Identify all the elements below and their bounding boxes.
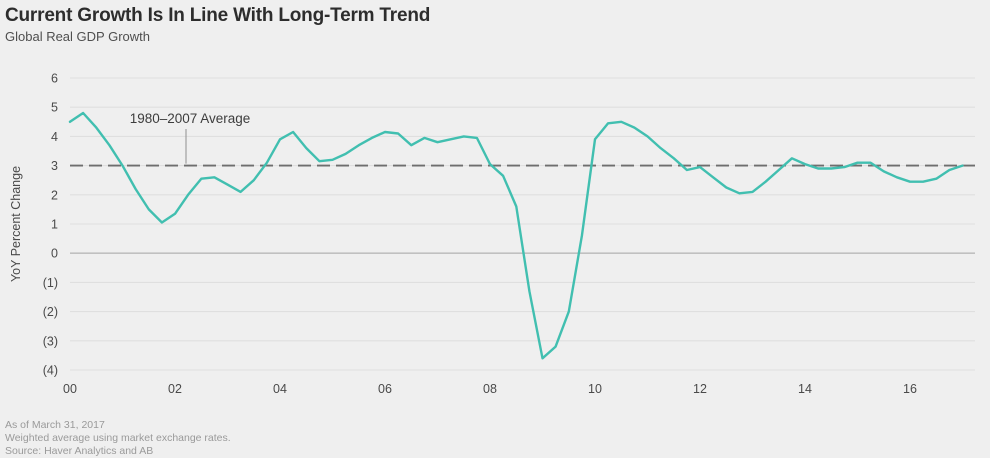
x-axis-tick-label: 12 <box>693 382 707 396</box>
x-axis-tick-label: 08 <box>483 382 497 396</box>
x-axis-tick-label: 02 <box>168 382 182 396</box>
y-axis-tick-label: 5 <box>51 101 58 115</box>
y-axis-tick-label: 1 <box>51 218 58 232</box>
gdp-growth-line <box>68 111 964 360</box>
y-axis-tick-label: 2 <box>51 188 58 202</box>
y-axis-tick-label: (3) <box>43 334 58 348</box>
x-axis-tick-label: 10 <box>588 382 602 396</box>
x-axis-tick-label: 00 <box>63 382 77 396</box>
y-axis-tick-label: (1) <box>43 276 58 290</box>
y-axis-tick-label: 4 <box>51 130 58 144</box>
y-axis-tick-label: 3 <box>51 159 58 173</box>
average-annotation-label: 1980–2007 Average <box>130 111 251 126</box>
x-axis-tick-label: 06 <box>378 382 392 396</box>
y-axis-title: YoY Percent Change <box>9 166 23 282</box>
chart-title: Current Growth Is In Line With Long-Term… <box>5 5 431 26</box>
footnote-as-of-date: As of March 31, 2017 <box>5 419 105 431</box>
y-axis-tick-label: (4) <box>43 364 58 378</box>
x-axis-tick-label: 16 <box>903 382 917 396</box>
chart-subtitle: Global Real GDP Growth <box>5 29 150 44</box>
footnote-source: Source: Haver Analytics and AB <box>5 445 154 457</box>
x-axis-tick-label: 04 <box>273 382 287 396</box>
footnote-methodology: Weighted average using market exchange r… <box>5 432 231 444</box>
chart-footnotes: As of March 31, 2017 Weighted average us… <box>5 419 231 458</box>
x-axis-tick-label: 14 <box>798 382 812 396</box>
y-axis-tick-label: 6 <box>51 72 58 86</box>
y-axis-tick-label: (2) <box>43 305 58 319</box>
y-axis-tick-label: 0 <box>51 247 58 261</box>
